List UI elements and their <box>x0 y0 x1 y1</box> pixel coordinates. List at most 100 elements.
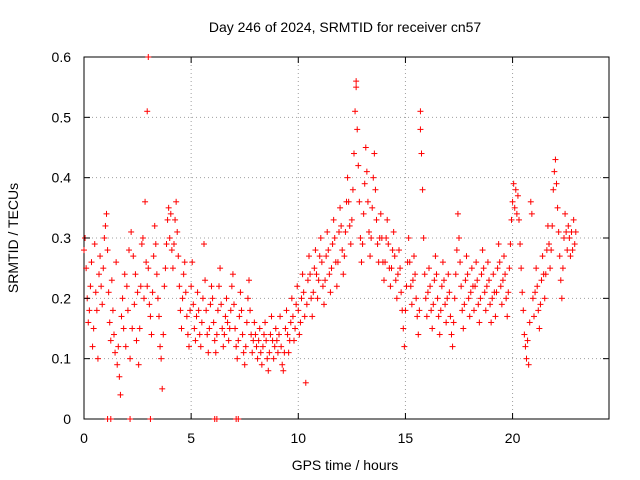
data-point <box>113 259 120 266</box>
data-point <box>495 241 502 248</box>
data-point <box>359 241 366 248</box>
data-point <box>197 343 204 350</box>
data-point <box>241 361 248 368</box>
data-point <box>123 283 130 290</box>
data-point <box>130 253 137 260</box>
data-point <box>258 361 265 368</box>
data-point <box>229 271 236 278</box>
data-point <box>393 295 400 302</box>
data-point <box>529 295 536 302</box>
data-point <box>119 295 126 302</box>
data-point <box>145 54 152 60</box>
data-point <box>91 241 98 248</box>
data-point <box>423 313 430 320</box>
data-point <box>178 325 185 332</box>
data-point <box>182 289 189 296</box>
data-point <box>87 283 94 290</box>
data-point <box>114 361 121 368</box>
data-point <box>109 307 116 314</box>
data-point <box>243 319 250 326</box>
data-point <box>407 283 414 290</box>
data-point <box>237 289 244 296</box>
data-point <box>157 343 164 350</box>
data-point <box>435 313 442 320</box>
data-point <box>244 295 251 302</box>
data-point <box>457 259 464 266</box>
data-point <box>465 295 472 302</box>
data-point <box>180 271 187 278</box>
data-point <box>486 277 492 284</box>
data-point <box>475 301 482 308</box>
data-point <box>276 331 282 338</box>
data-point <box>104 247 111 254</box>
data-point <box>300 289 307 296</box>
data-point <box>550 186 557 193</box>
data-point <box>461 301 468 308</box>
data-point <box>401 343 408 350</box>
data-point <box>217 265 224 272</box>
data-point <box>509 198 516 205</box>
data-point <box>330 216 337 223</box>
data-point <box>501 253 507 260</box>
data-point <box>526 319 533 326</box>
data-point <box>489 295 496 302</box>
data-point <box>506 265 513 272</box>
data-point <box>487 301 494 308</box>
data-point <box>101 235 108 241</box>
data-point <box>211 337 218 344</box>
data-point <box>103 210 110 217</box>
data-point <box>142 198 149 205</box>
data-point <box>146 301 153 308</box>
y-tick-label: 0.2 <box>52 290 72 306</box>
data-point <box>264 355 271 362</box>
data-point <box>252 331 259 338</box>
data-point <box>454 210 461 217</box>
data-point <box>439 259 446 266</box>
data-point <box>225 337 232 344</box>
data-point <box>171 241 177 248</box>
data-point <box>534 283 541 290</box>
data-point <box>517 241 524 248</box>
data-point <box>566 235 573 241</box>
data-point <box>417 126 424 133</box>
data-point <box>389 247 396 254</box>
x-tick-label: 10 <box>290 430 306 446</box>
data-point <box>236 313 243 320</box>
data-point <box>160 331 167 338</box>
data-point <box>476 319 483 326</box>
data-point <box>126 247 132 254</box>
data-point <box>162 265 169 272</box>
data-point <box>384 216 391 223</box>
data-point <box>523 355 530 362</box>
data-point <box>98 283 105 290</box>
data-point <box>220 343 227 350</box>
data-point <box>127 416 134 422</box>
data-point <box>246 277 252 284</box>
data-point <box>97 253 104 260</box>
y-tick-label: 0 <box>63 411 71 427</box>
data-point <box>268 313 275 320</box>
data-point <box>482 307 489 314</box>
data-point <box>190 301 197 308</box>
data-point <box>111 331 117 338</box>
data-point <box>492 313 499 320</box>
data-point <box>450 319 457 326</box>
data-point <box>528 210 535 217</box>
data-point <box>497 283 504 290</box>
data-point <box>301 313 308 320</box>
data-point <box>567 253 574 260</box>
data-point <box>348 216 355 223</box>
data-point <box>196 331 203 338</box>
data-point <box>319 283 326 290</box>
data-point <box>191 325 198 332</box>
data-point <box>141 295 147 302</box>
data-point <box>364 198 371 205</box>
data-point <box>514 192 521 199</box>
data-point <box>391 253 398 260</box>
data-point <box>547 265 554 272</box>
data-point <box>226 325 233 332</box>
data-point <box>242 343 249 350</box>
data-point <box>188 283 195 290</box>
data-point <box>181 259 188 266</box>
data-point <box>565 222 572 229</box>
